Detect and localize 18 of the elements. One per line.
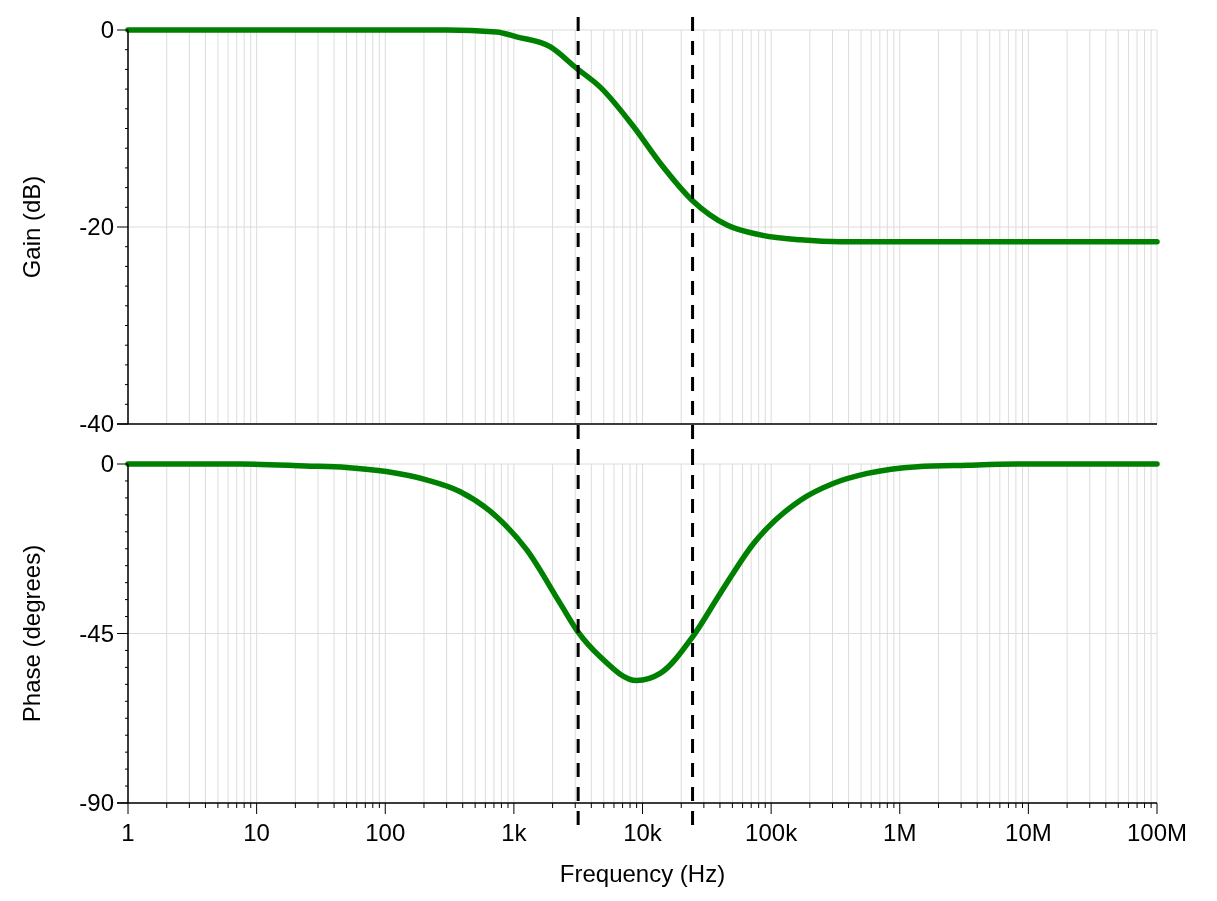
y-axis-title: Gain (dB) bbox=[18, 175, 45, 279]
x-tick-label: 1k bbox=[501, 819, 528, 846]
y-tick-label: 0 bbox=[100, 450, 114, 478]
x-tick-label: 1M bbox=[883, 819, 917, 846]
y-tick-label: -20 bbox=[79, 213, 114, 241]
x-axis-title: Frequency (Hz) bbox=[559, 860, 726, 887]
y-tick-label: -45 bbox=[79, 619, 114, 647]
y-tick-label: 0 bbox=[100, 16, 114, 44]
x-tick-label: 1 bbox=[121, 819, 135, 846]
x-tick-label: 100k bbox=[745, 819, 799, 846]
y-tick-label: -90 bbox=[79, 789, 114, 817]
x-tick-label: 10k bbox=[623, 819, 663, 846]
x-tick-label: 10M bbox=[1005, 819, 1052, 846]
y-tick-label: -40 bbox=[79, 410, 114, 438]
x-tick-label: 10 bbox=[243, 819, 270, 846]
x-tick-label: 100M bbox=[1126, 819, 1188, 846]
x-tick-label: 100 bbox=[365, 819, 406, 846]
y-axis-title: Phase (degrees) bbox=[18, 544, 45, 723]
